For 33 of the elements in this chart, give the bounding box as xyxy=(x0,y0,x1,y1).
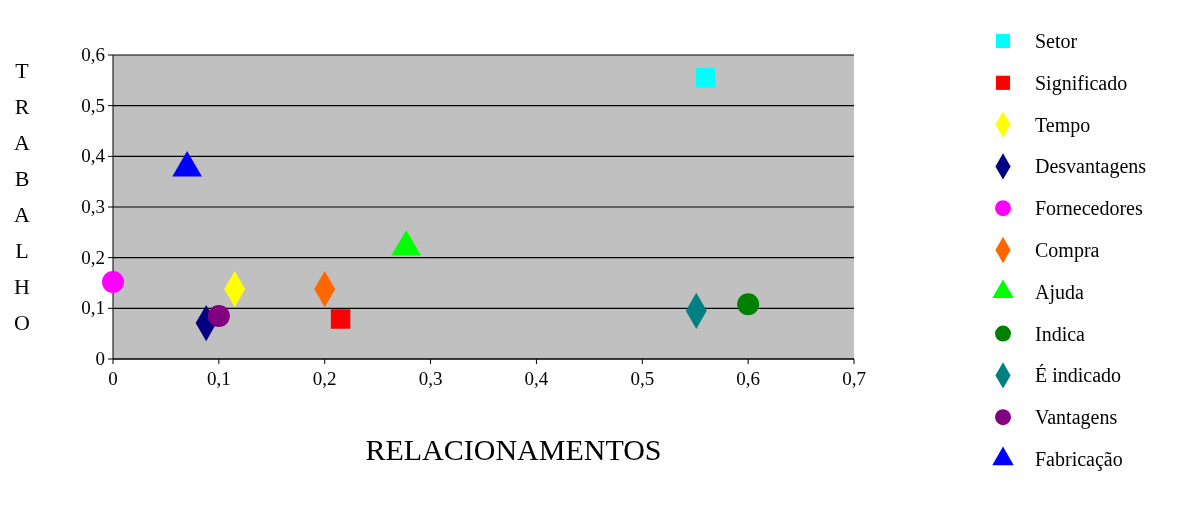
y-tick-label: 0,2 xyxy=(81,246,105,268)
x-tick-label: 0,2 xyxy=(312,368,337,389)
x-tick-label: 0,6 xyxy=(736,368,761,389)
legend-label: Fabricação xyxy=(1035,448,1123,471)
y-tick-label: 0,5 xyxy=(81,94,105,116)
y-tick-label: 0,3 xyxy=(81,196,105,217)
y-tick-label: 0,1 xyxy=(81,297,105,319)
point xyxy=(207,304,230,327)
legend-label: Indica xyxy=(1035,322,1086,345)
legend-label: Vantagens xyxy=(1035,406,1118,430)
point xyxy=(696,68,716,88)
legend-label: Tempo xyxy=(1035,113,1091,137)
legend-label: Desvantagens xyxy=(1035,155,1147,179)
y-tick-label: 0,6 xyxy=(81,44,105,65)
y-axis-title: TRABALHO xyxy=(14,58,31,335)
y-tick-label: 0 xyxy=(95,348,105,369)
x-tick-label: 0,3 xyxy=(418,368,443,389)
x-tick-label: 0,4 xyxy=(524,368,549,389)
x-tick-label: 0,5 xyxy=(630,368,655,389)
y-tick-label: 0,4 xyxy=(81,145,106,167)
x-tick-label: 0,7 xyxy=(842,368,866,389)
point xyxy=(102,271,124,293)
x-tick-label: 0,1 xyxy=(206,368,231,389)
legend-label: Fornecedores xyxy=(1035,197,1143,220)
x-axis-title: RELACIONAMENTOS xyxy=(365,433,662,466)
x-tick-label: 0 xyxy=(108,368,118,389)
legend-label: Compra xyxy=(1035,239,1100,262)
legend-label: Setor xyxy=(1035,30,1078,52)
point xyxy=(737,293,760,316)
legend-label: É indicado xyxy=(1035,364,1122,387)
point xyxy=(330,309,351,329)
legend-label: Ajuda xyxy=(1035,280,1084,304)
legend-label: Significado xyxy=(1035,71,1128,95)
